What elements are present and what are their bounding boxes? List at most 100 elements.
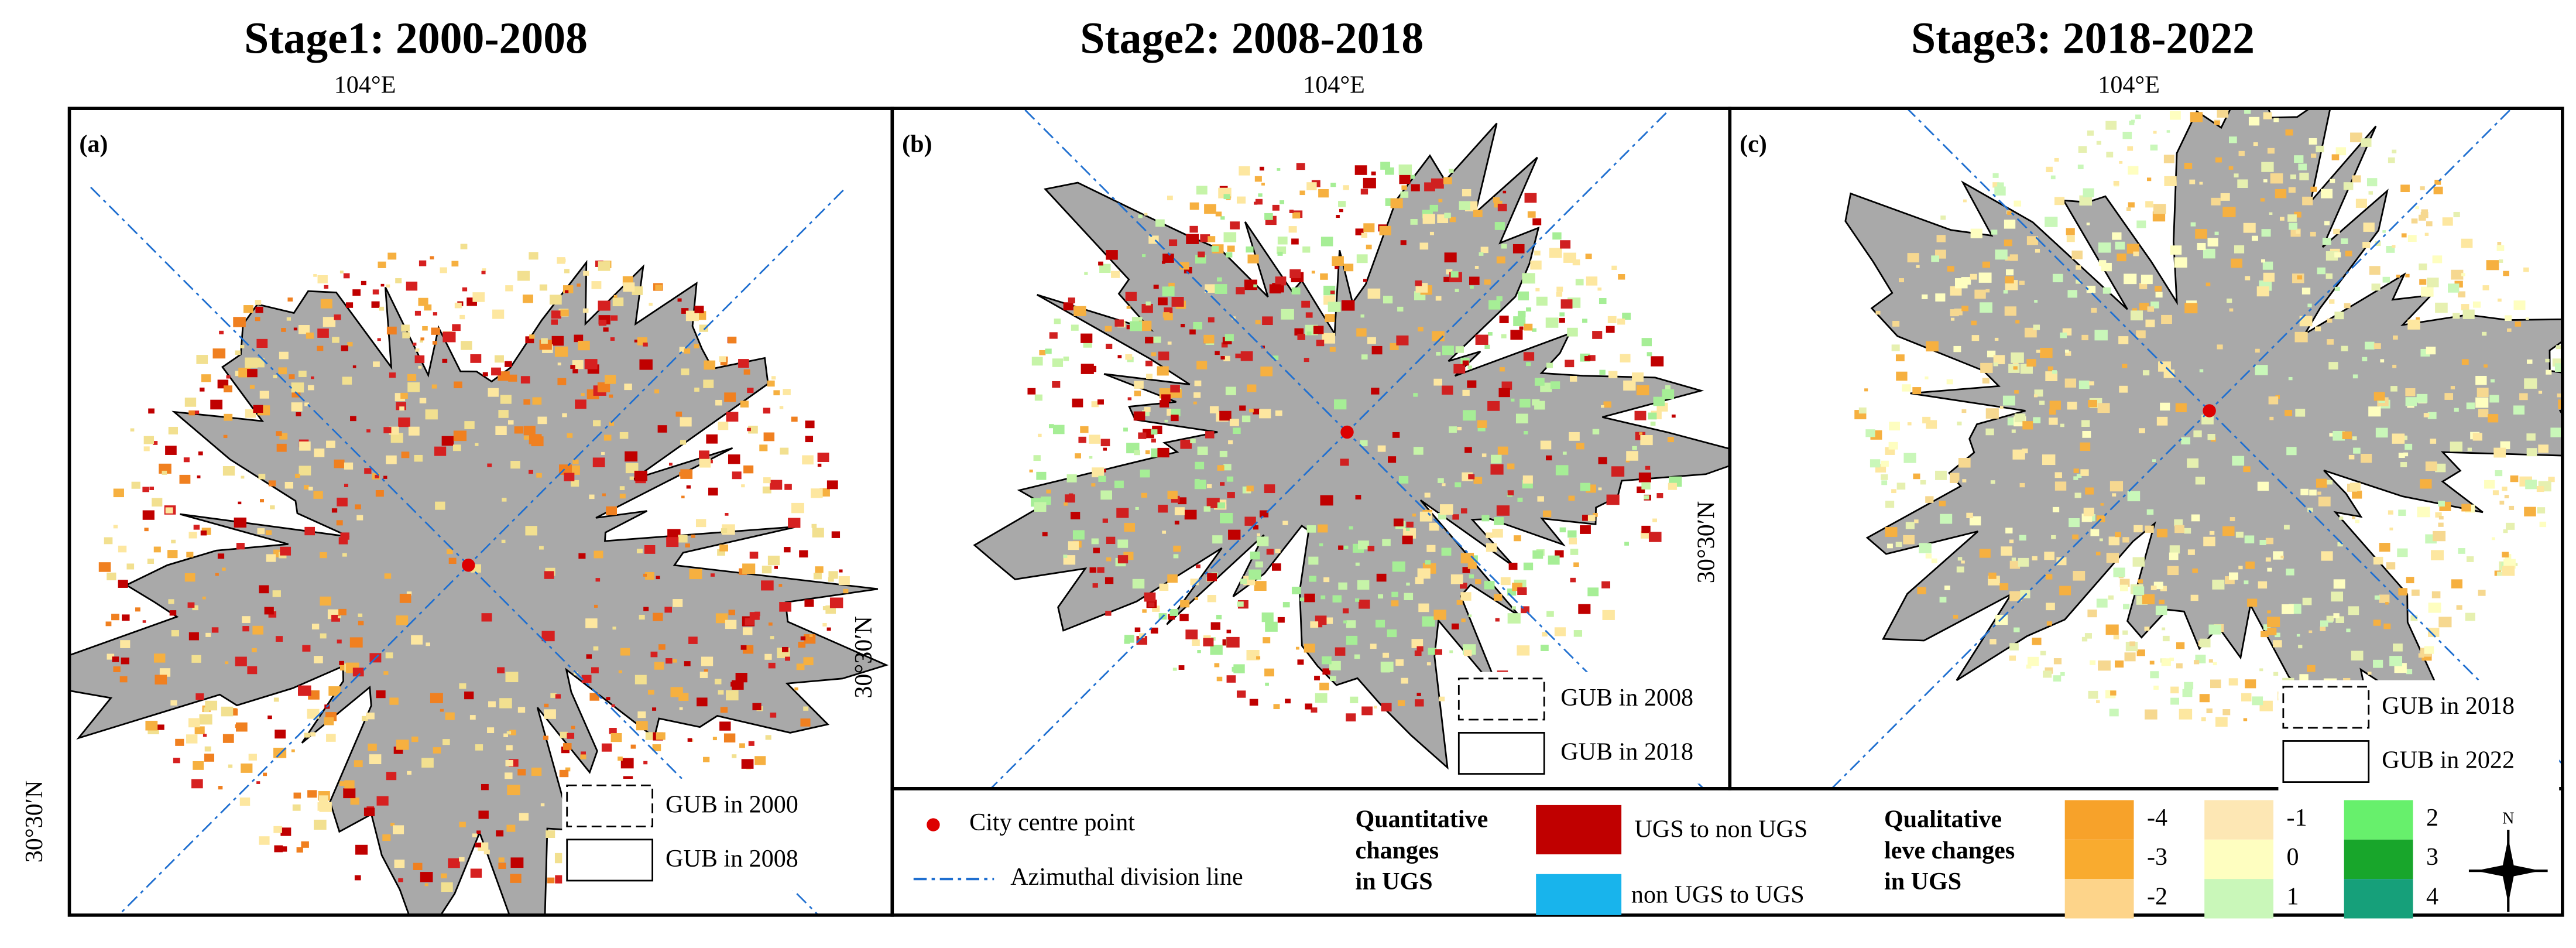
land-patch [1157, 297, 1168, 306]
land-patch [320, 552, 327, 559]
land-patch [811, 488, 823, 498]
land-patch [2406, 577, 2414, 584]
land-patch [395, 278, 402, 283]
land-patch [2400, 462, 2407, 467]
land-patch [2503, 529, 2508, 533]
land-patch [1518, 310, 1526, 317]
land-patch [1656, 493, 1663, 498]
land-patch [817, 453, 829, 463]
land-patch [2431, 550, 2444, 560]
land-patch [1640, 435, 1653, 446]
land-patch [703, 379, 714, 388]
land-patch [1194, 480, 1206, 490]
land-patch [1315, 693, 1328, 703]
land-patch [1103, 447, 1107, 451]
land-patch [201, 374, 211, 382]
land-patch [1494, 517, 1504, 525]
land-patch [675, 411, 682, 417]
land-patch [2268, 396, 2279, 405]
land-patch [2150, 301, 2159, 309]
land-patch [2174, 519, 2183, 526]
land-patch [2435, 302, 2448, 313]
land-patch [2297, 275, 2303, 280]
land-patch [2419, 279, 2427, 285]
land-patch [1428, 648, 1437, 655]
land-patch [1066, 474, 1077, 482]
land-patch [342, 377, 352, 385]
land-patch [1985, 428, 1994, 436]
land-patch [2550, 427, 2563, 437]
land-patch [2227, 298, 2232, 303]
land-patch [1167, 409, 1175, 416]
land-patch [2536, 485, 2544, 492]
land-patch [183, 457, 190, 463]
land-patch [1508, 563, 1518, 570]
land-patch [583, 271, 589, 276]
land-patch [1145, 337, 1154, 344]
land-patch [1535, 288, 1540, 292]
land-patch [2300, 488, 2309, 495]
land-patch [2039, 401, 2045, 405]
land-patch [2139, 303, 2149, 311]
land-patch [2373, 556, 2383, 565]
land-patch [739, 743, 745, 748]
land-patch [1401, 185, 1407, 190]
land-patch [1220, 216, 1225, 220]
land-patch [514, 426, 524, 434]
land-patch [1226, 629, 1232, 634]
panel-title: Stage3: 2018-2022 [1911, 13, 2255, 63]
land-patch [1568, 495, 1575, 501]
land-patch [1450, 574, 1463, 584]
land-patch [1467, 562, 1477, 569]
land-patch [2325, 273, 2333, 279]
land-patch [142, 620, 146, 623]
land-patch [1426, 545, 1436, 552]
land-patch [186, 734, 198, 744]
land-patch [191, 779, 203, 789]
land-patch [1480, 247, 1488, 254]
land-patch [765, 735, 771, 740]
land-patch [1542, 632, 1548, 637]
land-patch [2142, 370, 2150, 376]
land-patch [2263, 112, 2272, 119]
land-patch [1507, 490, 1514, 495]
land-patch [2078, 146, 2087, 153]
land-patch [1441, 547, 1452, 556]
land-patch [804, 599, 814, 607]
land-patch [1141, 492, 1148, 498]
land-patch [2076, 279, 2081, 284]
land-patch [1405, 528, 1410, 531]
land-patch [2072, 534, 2078, 540]
land-patch [2392, 433, 2405, 444]
land-patch [564, 473, 575, 481]
land-patch [2438, 617, 2452, 628]
land-patch [1355, 562, 1360, 566]
land-patch [228, 764, 233, 768]
land-patch [1565, 360, 1575, 368]
land-patch [273, 375, 277, 378]
land-patch [203, 707, 210, 713]
land-patch [153, 441, 158, 445]
legend-heading: Quantitative [1356, 806, 1488, 833]
land-patch [2014, 627, 2020, 632]
land-patch [336, 520, 343, 526]
legend-heading: leve changes [1884, 837, 2015, 864]
land-patch [448, 858, 460, 868]
land-patch [338, 615, 341, 618]
land-patch [714, 679, 722, 685]
land-patch [1105, 326, 1112, 332]
land-patch [1370, 644, 1377, 649]
land-patch [1667, 437, 1674, 443]
land-patch [1253, 408, 1260, 415]
land-patch [503, 733, 508, 738]
land-patch [2438, 501, 2445, 507]
land-patch [2344, 303, 2351, 309]
land-patch [2193, 660, 2200, 665]
land-patch [784, 484, 792, 490]
swatch [2344, 800, 2413, 840]
land-patch [544, 709, 556, 719]
land-patch [741, 484, 745, 488]
land-patch [386, 284, 390, 288]
land-patch [639, 614, 645, 620]
land-patch [2147, 306, 2155, 312]
